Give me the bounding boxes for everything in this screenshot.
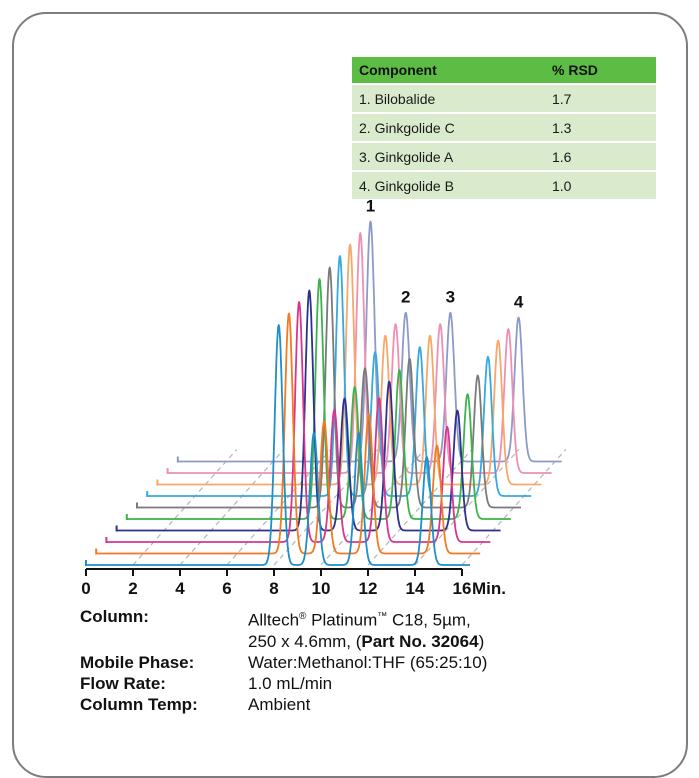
rsd-value: 1.3 xyxy=(552,112,656,142)
column-value: Alltech® Platinum™ C18, 5µm, xyxy=(248,606,471,631)
x-tick-label: 10 xyxy=(312,579,331,598)
rsd-value: 1.7 xyxy=(552,83,656,113)
x-tick-label: 8 xyxy=(269,579,278,598)
column-label: Column: xyxy=(80,607,149,626)
table-header-row: Component % RSD xyxy=(352,57,656,84)
peak-label: 4 xyxy=(514,293,524,312)
x-tick-label: 6 xyxy=(222,579,231,598)
column-row: Column: Alltech® Platinum™ C18, 5µm, xyxy=(80,606,487,631)
column-dimensions: 250 x 4.6mm, (Part No. 32064) xyxy=(248,631,484,652)
rsd-value: 1.6 xyxy=(552,141,656,171)
component-name: 4. Ginkgolide B xyxy=(352,170,552,199)
depth-gridline xyxy=(461,449,567,566)
column-brand: Alltech xyxy=(248,610,300,630)
mobile-phase-row: Mobile Phase: Water:Methanol:THF (65:25:… xyxy=(80,652,487,673)
column-size: 250 x 4.6mm, ( xyxy=(248,631,362,651)
component-name: 2. Ginkgolide C xyxy=(352,112,552,142)
rsd-value: 1.0 xyxy=(552,170,656,199)
rsd-table: Component % RSD 1. Bilobalide 1.7 2. Gin… xyxy=(352,57,656,199)
peak-label: 2 xyxy=(401,288,410,307)
column-product: Platinum xyxy=(306,610,378,630)
flow-rate-label: Flow Rate: xyxy=(80,673,166,693)
chromatogram-trace xyxy=(177,220,562,463)
chromatogram-trace xyxy=(85,324,470,566)
table-row: 3. Ginkgolide A 1.6 xyxy=(352,141,656,171)
x-axis-label: Min. xyxy=(472,579,506,598)
column-row-2: 250 x 4.6mm, (Part No. 32064) xyxy=(80,631,487,652)
chromatogram-trace xyxy=(167,232,552,474)
depth-gridline xyxy=(179,449,285,566)
x-tick-label: 2 xyxy=(128,579,137,598)
column-size-close: ) xyxy=(478,631,485,651)
x-tick-label: 4 xyxy=(175,579,185,598)
part-number: Part No. 32064 xyxy=(361,631,479,651)
component-name: 1. Bilobalide xyxy=(352,83,552,113)
depth-gridline xyxy=(320,449,426,566)
peak-label: 1 xyxy=(366,197,375,216)
header-component: Component xyxy=(352,57,552,84)
x-tick-label: 14 xyxy=(406,579,425,598)
depth-gridline xyxy=(414,449,520,566)
column-temp-value: Ambient xyxy=(248,694,311,714)
trademark-mark: ™ xyxy=(377,611,388,622)
mobile-phase-value: Water:Methanol:THF (65:25:10) xyxy=(248,652,488,672)
table-row: 1. Bilobalide 1.7 xyxy=(352,83,656,113)
component-name: 3. Ginkgolide A xyxy=(352,141,552,171)
table-row: 4. Ginkgolide B 1.0 xyxy=(352,170,656,199)
x-tick-label: 12 xyxy=(359,579,378,598)
flow-rate-row: Flow Rate: 1.0 mL/min xyxy=(80,673,487,694)
flow-rate-value: 1.0 mL/min xyxy=(248,673,333,693)
column-spec: C18, 5µm, xyxy=(387,610,471,630)
table-row: 2. Ginkgolide C 1.3 xyxy=(352,112,656,142)
x-tick-label: 16 xyxy=(453,579,472,598)
column-temp-row: Column Temp: Ambient xyxy=(80,694,487,715)
depth-gridline xyxy=(226,449,332,566)
mobile-phase-label: Mobile Phase: xyxy=(80,652,195,672)
chromatogram-chart: 0 2 4 6 8 10 12 14 16 Min.12 3 4 xyxy=(81,197,567,598)
column-temp-label: Column Temp: xyxy=(80,694,198,714)
depth-gridline xyxy=(132,449,238,566)
chromatogram-trace xyxy=(95,312,481,555)
header-rsd: % RSD xyxy=(552,57,656,84)
peak-label: 3 xyxy=(446,288,455,307)
method-conditions: Column: Alltech® Platinum™ C18, 5µm, 250… xyxy=(80,606,487,715)
x-tick-label: 0 xyxy=(81,579,90,598)
depth-gridline xyxy=(367,449,473,566)
registered-mark: ® xyxy=(299,611,307,622)
